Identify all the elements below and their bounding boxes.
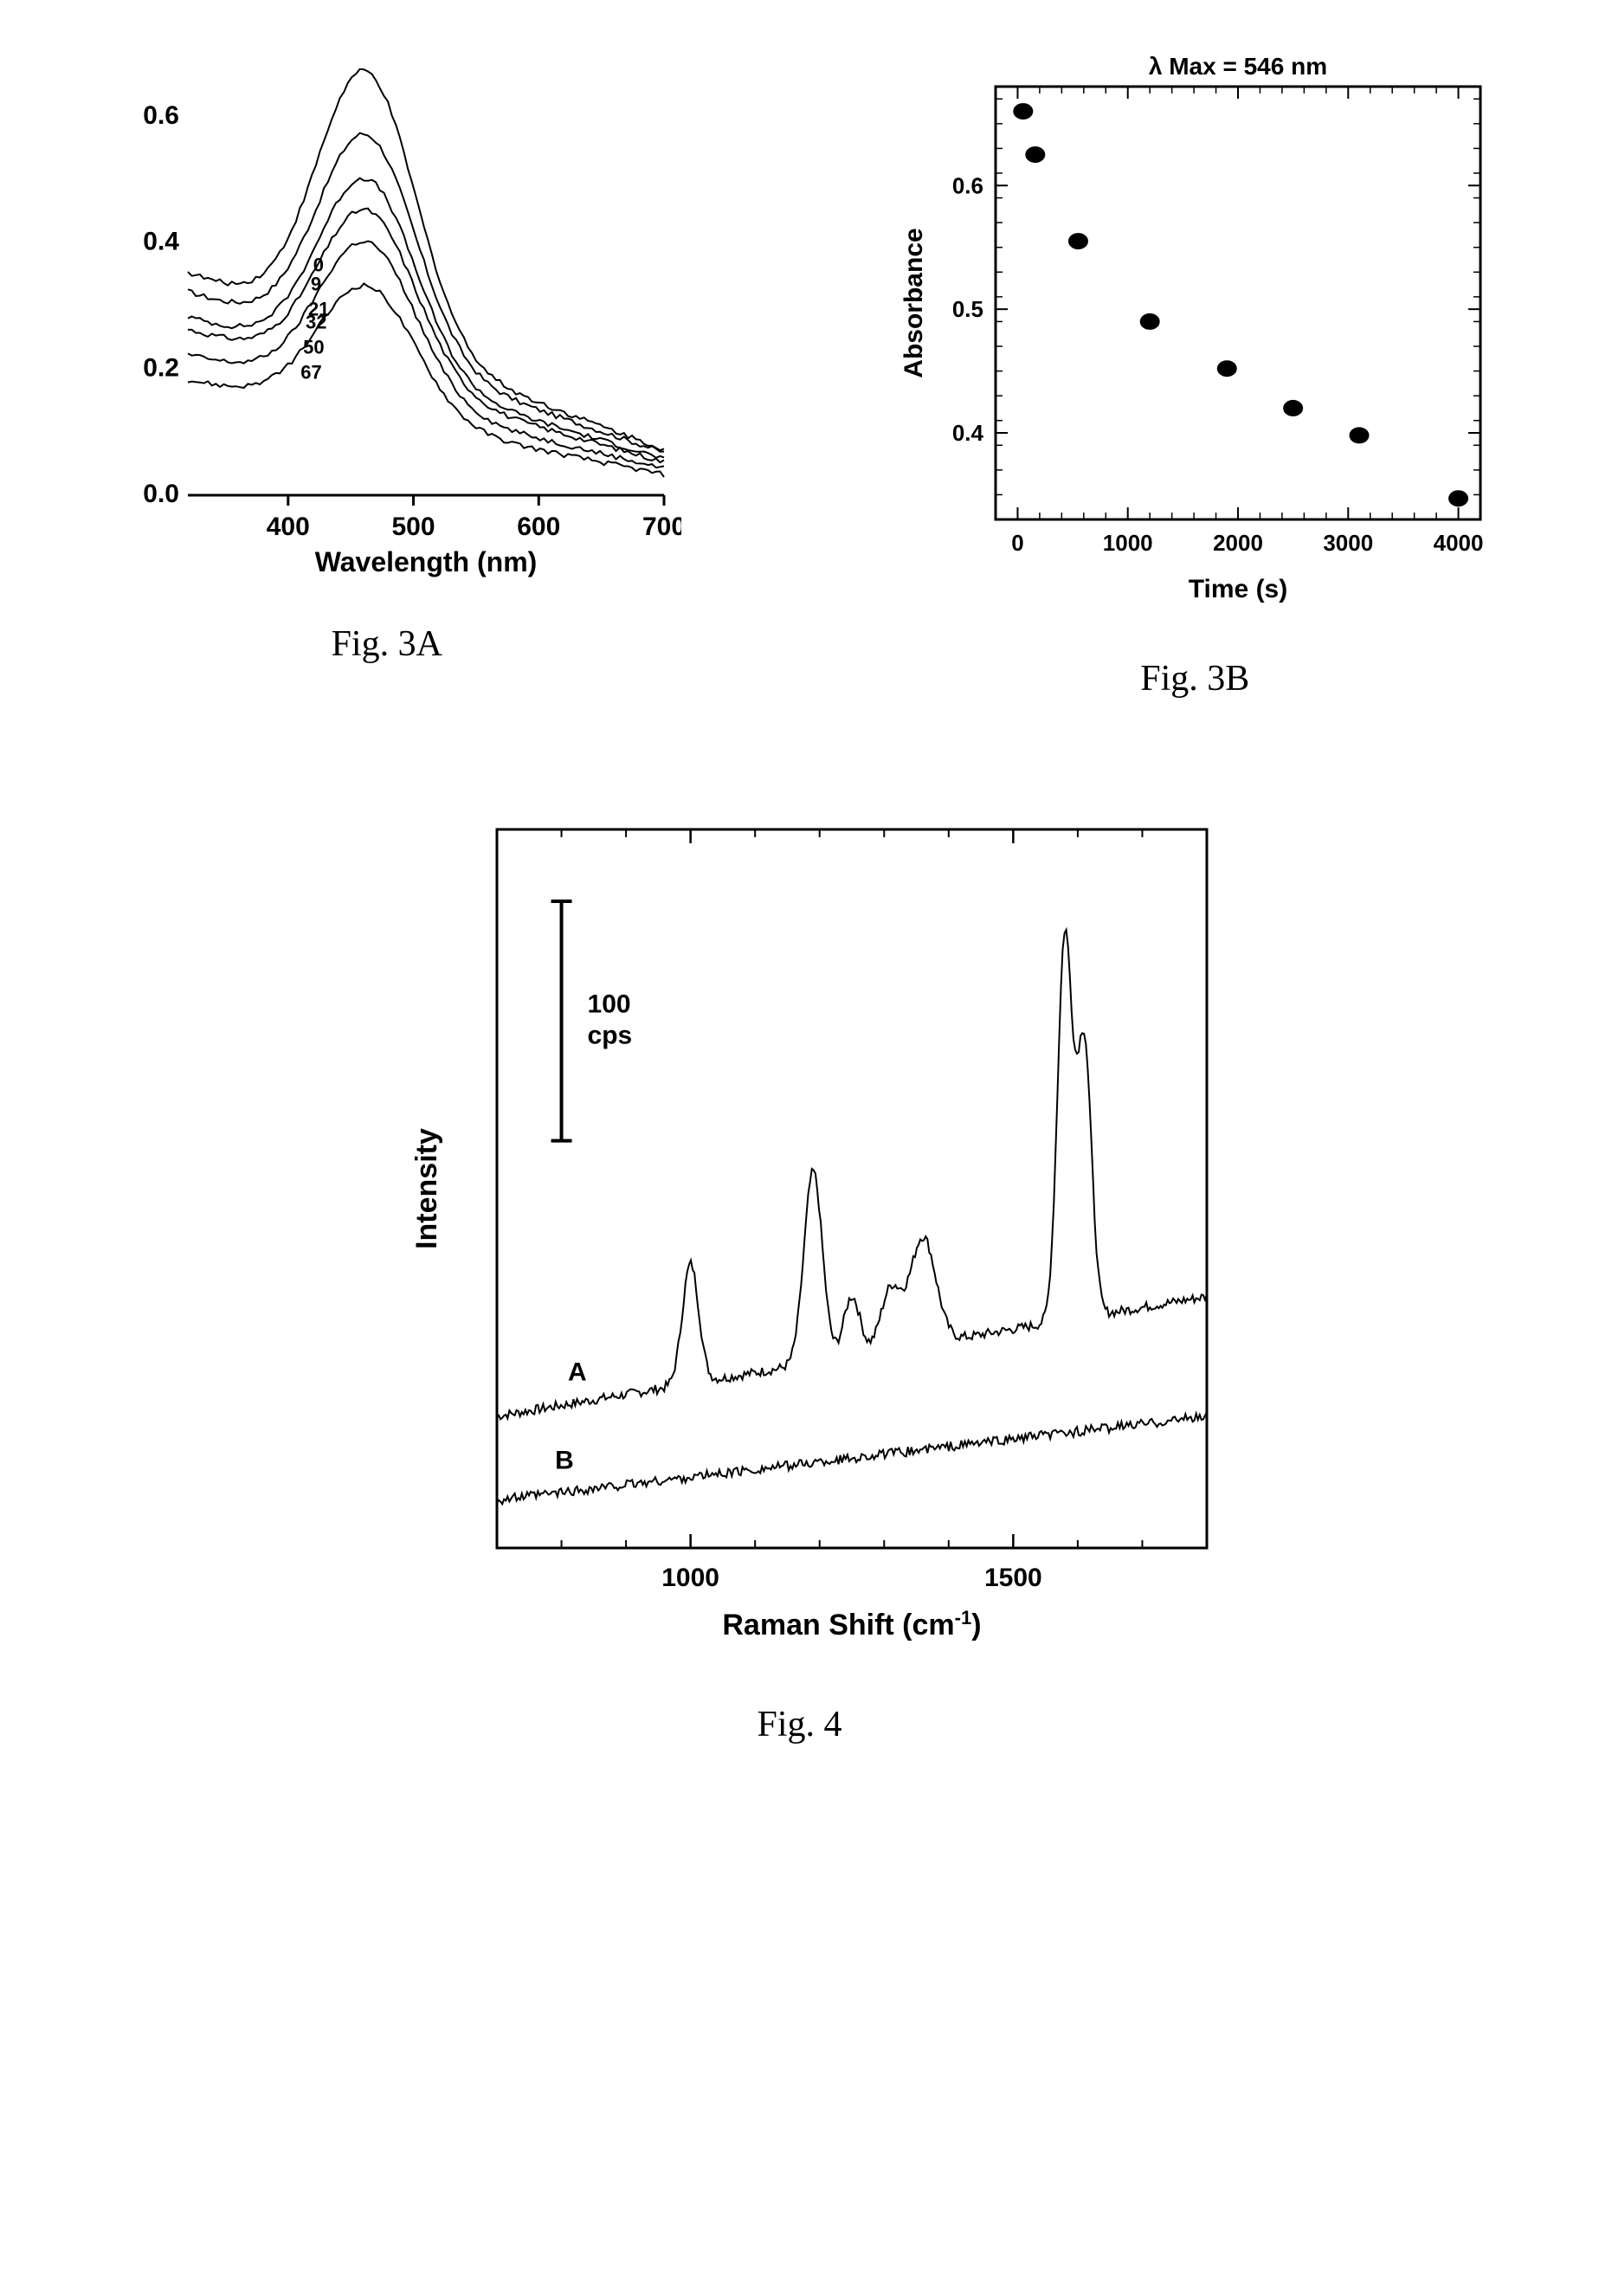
fig3b-caption: Fig. 3B <box>1140 658 1249 700</box>
svg-text:67: 67 <box>300 362 321 384</box>
svg-text:Time (s): Time (s) <box>1189 575 1287 603</box>
svg-text:600: 600 <box>517 513 560 541</box>
svg-text:Intensity: Intensity <box>410 1128 443 1249</box>
svg-text:4000: 4000 <box>1434 530 1484 556</box>
svg-text:0.2: 0.2 <box>143 353 179 382</box>
svg-text:1000: 1000 <box>661 1564 719 1592</box>
svg-text:700: 700 <box>642 513 681 541</box>
svg-text:0.0: 0.0 <box>143 480 179 508</box>
svg-text:Wavelength (nm): Wavelength (nm) <box>314 546 537 577</box>
svg-text:A: A <box>568 1358 587 1386</box>
svg-text:λ Max = 546 nm: λ Max = 546 nm <box>1149 53 1327 80</box>
fig4-block: 1000 1500Raman Shift (cm-1) Intensity 100 cp… <box>367 803 1233 1745</box>
svg-text:32: 32 <box>306 311 326 332</box>
fig4-chart: 1000 1500Raman Shift (cm-1) Intensity 100 cp… <box>367 803 1233 1669</box>
svg-text:400: 400 <box>267 513 310 541</box>
svg-text:100: 100 <box>587 990 630 1018</box>
svg-text:1500: 1500 <box>983 1564 1041 1592</box>
fig3b-block: λ Max = 546 nm 0.4 0.5 0.6 0 1000 2000 3000 4000… <box>883 35 1506 700</box>
svg-text:0.4: 0.4 <box>143 228 179 256</box>
svg-text:50: 50 <box>303 336 324 358</box>
fig3a-block: 0.00.20.40.6400500600700Wavelength (nm)0… <box>93 35 681 665</box>
svg-text:0.6: 0.6 <box>952 172 983 198</box>
fig3b-chart: λ Max = 546 nm 0.4 0.5 0.6 0 1000 2000 3000 4000… <box>883 35 1506 623</box>
fig3a-caption: Fig. 3A <box>332 623 442 665</box>
svg-text:0.4: 0.4 <box>952 420 984 446</box>
svg-text:Raman Shift (cm-1): Raman Shift (cm-1) <box>722 1607 981 1642</box>
svg-text:500: 500 <box>391 513 435 541</box>
svg-text:cps: cps <box>587 1021 632 1049</box>
fig4-caption: Fig. 4 <box>757 1704 841 1745</box>
svg-text:0.5: 0.5 <box>952 296 983 322</box>
svg-text:9: 9 <box>311 274 321 295</box>
svg-text:3000: 3000 <box>1324 530 1374 556</box>
top-figure-row: 0.00.20.40.6400500600700Wavelength (nm)0… <box>35 35 1564 700</box>
svg-text:0: 0 <box>1011 530 1023 556</box>
svg-text:Absorbance: Absorbance <box>899 228 928 377</box>
svg-text:0.6: 0.6 <box>143 101 179 130</box>
svg-text:2000: 2000 <box>1213 530 1263 556</box>
bottom-figure-row: 1000 1500Raman Shift (cm-1) Intensity 100 cp… <box>35 803 1564 1745</box>
fig3a-chart: 0.00.20.40.6400500600700Wavelength (nm)0… <box>93 35 681 589</box>
svg-text:1000: 1000 <box>1103 530 1153 556</box>
svg-text:B: B <box>555 1447 574 1475</box>
